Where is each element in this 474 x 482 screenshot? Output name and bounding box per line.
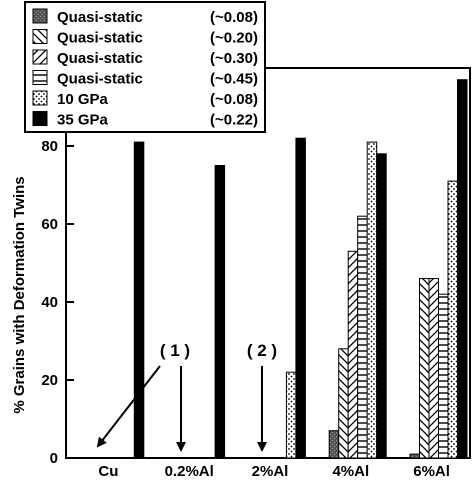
legend-strain: (~0.20) (210, 30, 258, 47)
y-tick-label: 20 (41, 372, 58, 389)
bar (438, 293, 449, 459)
x-tick-label: Cu (98, 463, 118, 480)
legend-label: Quasi-static (57, 9, 143, 26)
legend-strain: (~0.45) (210, 71, 258, 88)
legend-label: Quasi-static (57, 30, 143, 47)
plot-border (65, 67, 471, 459)
y-tick-label: 60 (41, 216, 58, 233)
legend-strain: (~0.30) (210, 50, 258, 67)
legend-label: Quasi-static (57, 71, 143, 88)
legend-strain: (~0.08) (210, 91, 258, 108)
y-tick-label: 0 (50, 450, 58, 467)
bar (366, 141, 378, 459)
y-tick-label: 40 (41, 294, 58, 311)
legend-swatch (32, 29, 48, 44)
bar (347, 250, 359, 459)
y-axis-label: % Grains with Deformation Twins (11, 176, 28, 413)
x-axis: Cu 0.2%Al 2%Al 4%Al 6%Al (98, 463, 450, 480)
y-axis: 0 20 40 60 80 (41, 138, 74, 467)
plot-frame (65, 67, 471, 459)
legend-swatch (32, 49, 48, 65)
legend-swatch (32, 8, 48, 24)
y-tick-label: 80 (41, 138, 58, 155)
legend-strain: (~0.08) (210, 9, 258, 26)
bars (133, 79, 468, 459)
legend-label: 10 GPa (57, 91, 109, 108)
x-tick-label: 4%Al (332, 463, 369, 480)
bar (447, 180, 458, 459)
bar (457, 79, 468, 459)
annotation-1: ( 1 ) (160, 341, 190, 360)
bar (428, 278, 439, 459)
x-tick-label: 6%Al (413, 463, 450, 480)
bar (357, 215, 368, 459)
bar (295, 137, 306, 459)
bar (285, 371, 297, 459)
x-tick-label: 2%Al (252, 463, 289, 480)
x-tick-label: 0.2%Al (165, 463, 214, 480)
bar (409, 453, 420, 459)
annotations: ( 1 ) ( 2 ) (96, 341, 277, 452)
legend-label: 35 GPa (57, 112, 109, 129)
annotation-2: ( 2 ) (247, 341, 277, 360)
legend-swatch (32, 90, 48, 106)
bar (214, 165, 226, 459)
legend-box (24, 1, 266, 133)
legend: Quasi-static (~0.08) Quasi-static (~0.20) Qu… (24, 1, 266, 133)
legend-strain: (~0.22) (210, 112, 258, 129)
bar (338, 348, 349, 459)
bar (133, 141, 145, 459)
bar (328, 430, 340, 459)
bar (419, 278, 430, 459)
legend-swatch (32, 111, 48, 126)
legend-label: Quasi-static (57, 50, 143, 67)
bar (376, 153, 387, 459)
legend-swatch (32, 70, 48, 85)
annotation-1-arrow-diagonal (96, 365, 161, 448)
